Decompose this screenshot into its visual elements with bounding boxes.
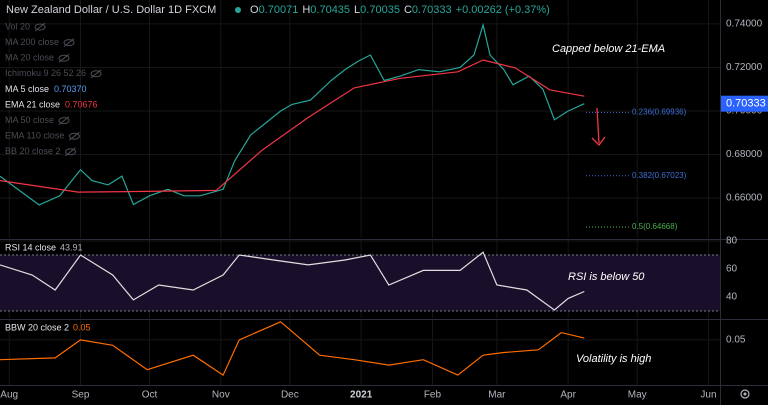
eye-off-icon (58, 116, 70, 125)
ohlc-key: H (302, 4, 310, 16)
eye-off-icon (63, 38, 75, 47)
eye-off-icon (58, 54, 70, 62)
x-tick-label: Oct (142, 390, 158, 401)
ohlc-value: 0.70333 (412, 4, 452, 16)
eye-off-icon (34, 23, 46, 31)
fib-label: 0.382(0.67023) (632, 171, 687, 180)
x-tick-label: Aug (0, 390, 18, 401)
y-tick-label: 40 (726, 292, 738, 303)
indicator-value: 0.70676 (65, 99, 98, 109)
x-tick-label: Sep (72, 390, 90, 401)
ohlc-key: C (404, 4, 412, 16)
y-tick-label: 60 (726, 264, 738, 275)
annotation: RSI is below 50 (568, 271, 645, 283)
x-tick-label: May (628, 390, 647, 401)
fib-label: 0.236(0.69936) (632, 107, 687, 116)
x-tick-label: Mar (488, 390, 506, 401)
arrow (596, 107, 600, 144)
eye-off-icon (34, 22, 46, 32)
price-tag-label: 0.70333 (726, 98, 766, 110)
y-tick-label: 0.68000 (726, 149, 763, 160)
x-tick-label: Dec (281, 390, 299, 401)
indicator-value: 0.70370 (54, 84, 87, 94)
x-tick-label: 2021 (350, 390, 373, 401)
eye-off-icon (68, 132, 80, 140)
pane-value: 43.91 (60, 242, 83, 252)
series-line (0, 59, 585, 193)
eye-off-icon (90, 69, 102, 79)
y-tick-label: 0.05 (726, 335, 746, 346)
indicator-name[interactable]: EMA 110 close (5, 131, 64, 141)
settings-icon[interactable] (740, 389, 750, 399)
fib-label: 0.5(0.64668) (632, 222, 678, 231)
x-tick-label: Feb (424, 390, 442, 401)
eye-off-icon (58, 53, 70, 63)
eye-off-icon (63, 39, 75, 47)
change: +0.00262 (+0.37%) (456, 4, 550, 16)
annotation: Volatility is high (576, 353, 651, 365)
series-line (0, 22, 585, 206)
price-tag (721, 95, 768, 112)
series-line (0, 251, 585, 311)
ohlc-value: 0.70035 (360, 4, 400, 16)
indicator-name[interactable]: MA 20 close (5, 53, 54, 63)
indicator-name[interactable]: BB 20 close 2 (5, 146, 61, 156)
series-line (0, 321, 585, 376)
rsi-band (0, 254, 720, 311)
y-tick-label: 0.74000 (726, 19, 763, 30)
x-tick-label: Nov (212, 390, 230, 401)
indicator-name[interactable]: EMA 21 close (5, 99, 60, 109)
layers (0, 0, 720, 385)
ohlc-value: 0.70435 (310, 4, 350, 16)
eye-off-icon (69, 131, 80, 141)
pane-title: RSI 14 close (5, 242, 56, 252)
status-dot (235, 7, 241, 13)
x-tick-label: Jun (700, 390, 716, 401)
indicator-name[interactable]: MA 5 close (5, 84, 49, 94)
ohlc-value: 0.70071 (259, 4, 299, 16)
indicator-name[interactable]: MA 50 close (5, 115, 54, 125)
eye-off-icon (65, 147, 76, 157)
pane-title: BBW 20 close 2 (5, 322, 69, 332)
eye-off-icon (58, 117, 70, 125)
y-tick-label: 0.72000 (726, 62, 763, 73)
eye-off-icon (65, 148, 77, 156)
eye-off-icon (90, 70, 102, 78)
x-tick-label: Apr (560, 390, 576, 401)
y-tick-label: 0.66000 (726, 193, 763, 204)
y-tick-label: 80 (726, 236, 738, 247)
ohlc-key: O (250, 4, 259, 16)
ohlc-key: L (354, 4, 360, 16)
indicator-name[interactable]: MA 200 close (5, 37, 59, 47)
symbol-title[interactable]: New Zealand Dollar / U.S. Dollar 1D FXCM (6, 4, 216, 16)
pane-value: 0.05 (73, 322, 91, 332)
annotation: Capped below 21-EMA (552, 43, 665, 55)
arrow-head (591, 136, 606, 146)
indicator-name[interactable]: Ichimoku 9 26 52 26 (5, 68, 86, 78)
indicator-name[interactable]: Vol 20 (5, 21, 30, 31)
